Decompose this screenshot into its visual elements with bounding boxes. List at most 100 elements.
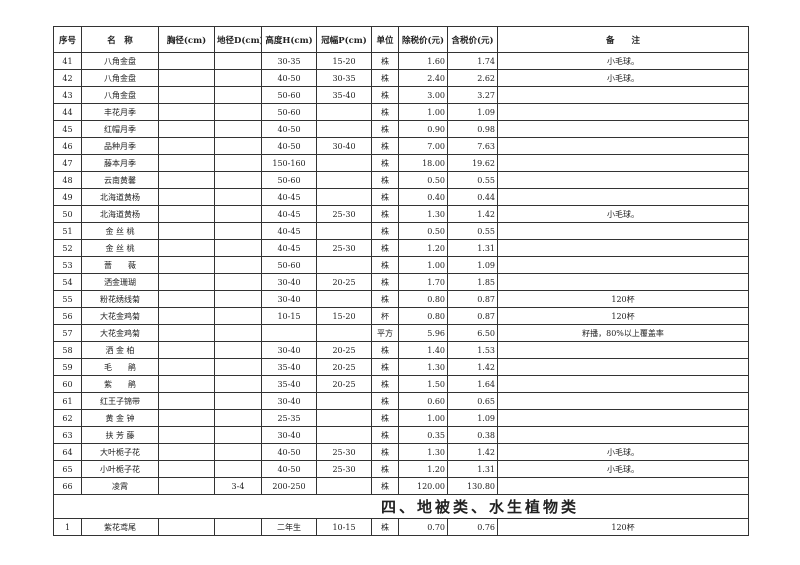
cell-unit: 株 (371, 137, 399, 155)
cell-unit: 株 (371, 239, 399, 257)
cell-index: 55 (53, 290, 82, 308)
table-row: 56 大花金鸡菊 10-15 15-20 杯 0.80 0.87 120杯 (53, 307, 749, 325)
cell-price-excl-tax: 0.40 (398, 188, 448, 206)
cell-name: 蔷 薇 (81, 256, 159, 274)
cell-price-excl-tax: 7.00 (398, 137, 448, 155)
table-row: 62 黄 金 钟 25-35 株 1.00 1.09 (53, 409, 749, 427)
cell-index: 52 (53, 239, 82, 257)
cell-height: 40-45 (261, 239, 317, 257)
cell-remark: 120杯 (497, 518, 749, 536)
cell-price-incl-tax: 19.62 (447, 154, 498, 172)
table-row: 49 北海道黄杨 40-45 株 0.40 0.44 (53, 188, 749, 206)
cell-unit: 株 (371, 69, 399, 87)
cell-ground-diameter (214, 324, 262, 342)
table-row: 47 藤本月季 150-160 株 18.00 19.62 (53, 154, 749, 172)
cell-dbh (158, 52, 215, 70)
cell-unit: 株 (371, 290, 399, 308)
cell-crown-width (316, 188, 372, 206)
cell-dbh (158, 341, 215, 359)
table-row: 53 蔷 薇 50-60 株 1.00 1.09 (53, 256, 749, 274)
cell-crown-width: 15-20 (316, 52, 372, 70)
cell-price-excl-tax: 0.50 (398, 171, 448, 189)
cell-remark (497, 137, 749, 155)
cell-ground-diameter (214, 443, 262, 461)
cell-price-excl-tax: 1.00 (398, 103, 448, 121)
cell-ground-diameter (214, 460, 262, 478)
cell-crown-width: 20-25 (316, 375, 372, 393)
cell-index: 44 (53, 103, 82, 121)
cell-price-incl-tax: 1.42 (447, 443, 498, 461)
cell-price-excl-tax: 1.20 (398, 460, 448, 478)
cell-dbh (158, 409, 215, 427)
cell-price-excl-tax: 0.80 (398, 307, 448, 325)
cell-index: 46 (53, 137, 82, 155)
cell-ground-diameter (214, 375, 262, 393)
price-table: 序号名 称胸径(cm) 地径D(cm) 高度H(cm) 冠幅P(cm) 单位 除税价(元)… (53, 26, 749, 536)
cell-dbh (158, 518, 215, 536)
cell-crown-width: 35-40 (316, 86, 372, 104)
header-price-excl-tax: 除税价(元) (398, 26, 448, 53)
cell-crown-width: 30-35 (316, 69, 372, 87)
cell-unit: 株 (371, 154, 399, 172)
cell-remark: 120杯 (497, 307, 749, 325)
header-remark: 备 注 (497, 26, 749, 53)
cell-price-incl-tax: 1.42 (447, 358, 498, 376)
cell-ground-diameter (214, 426, 262, 444)
cell-ground-diameter (214, 188, 262, 206)
cell-price-excl-tax: 1.70 (398, 273, 448, 291)
cell-ground-diameter (214, 137, 262, 155)
cell-index: 64 (53, 443, 82, 461)
cell-remark (497, 477, 749, 495)
cell-ground-diameter (214, 256, 262, 274)
cell-ground-diameter (214, 518, 262, 536)
cell-name: 洒金珊瑚 (81, 273, 159, 291)
cell-crown-width (316, 477, 372, 495)
cell-unit: 株 (371, 477, 399, 495)
table-row: 51 金 丝 桃 40-45 株 0.50 0.55 (53, 222, 749, 240)
cell-price-incl-tax: 1.64 (447, 375, 498, 393)
cell-height: 150-160 (261, 154, 317, 172)
cell-height: 35-40 (261, 375, 317, 393)
cell-name: 品种月季 (81, 137, 159, 155)
table-row: 65 小叶栀子花 40-50 25-30 株 1.20 1.31 小毛球。 (53, 460, 749, 478)
table-row: 57 大花金鸡菊 平方 5.96 6.50 籽播，80%以上覆盖率 (53, 324, 749, 342)
table-row: 43 八角金盘 50-60 35-40 株 3.00 3.27 (53, 86, 749, 104)
cell-price-excl-tax: 1.30 (398, 358, 448, 376)
cell-index: 48 (53, 171, 82, 189)
cell-height (261, 324, 317, 342)
cell-price-incl-tax: 0.98 (447, 120, 498, 138)
cell-remark (497, 171, 749, 189)
cell-dbh (158, 205, 215, 223)
cell-dbh (158, 392, 215, 410)
cell-dbh (158, 188, 215, 206)
cell-remark (497, 188, 749, 206)
cell-unit: 株 (371, 188, 399, 206)
cell-remark: 小毛球。 (497, 205, 749, 223)
cell-name: 八角金盘 (81, 69, 159, 87)
cell-remark: 小毛球。 (497, 460, 749, 478)
cell-ground-diameter (214, 273, 262, 291)
section-row: 四、地被类、水生植物类 (53, 494, 749, 519)
cell-height: 40-50 (261, 443, 317, 461)
cell-unit: 株 (371, 375, 399, 393)
table-row: 55 粉花绣线菊 30-40 株 0.80 0.87 120杯 (53, 290, 749, 308)
cell-dbh (158, 256, 215, 274)
cell-dbh (158, 222, 215, 240)
cell-dbh (158, 290, 215, 308)
cell-crown-width: 10-15 (316, 518, 372, 536)
cell-price-excl-tax: 2.40 (398, 69, 448, 87)
cell-name: 八角金盘 (81, 52, 159, 70)
cell-remark (497, 426, 749, 444)
cell-dbh (158, 324, 215, 342)
cell-index: 59 (53, 358, 82, 376)
cell-dbh (158, 69, 215, 87)
cell-price-excl-tax: 0.80 (398, 290, 448, 308)
cell-price-incl-tax: 6.50 (447, 324, 498, 342)
cell-name: 大花金鸡菊 (81, 324, 159, 342)
cell-crown-width: 25-30 (316, 460, 372, 478)
cell-height: 50-60 (261, 256, 317, 274)
cell-unit: 株 (371, 205, 399, 223)
cell-remark (497, 256, 749, 274)
cell-crown-width: 25-30 (316, 205, 372, 223)
cell-dbh (158, 375, 215, 393)
